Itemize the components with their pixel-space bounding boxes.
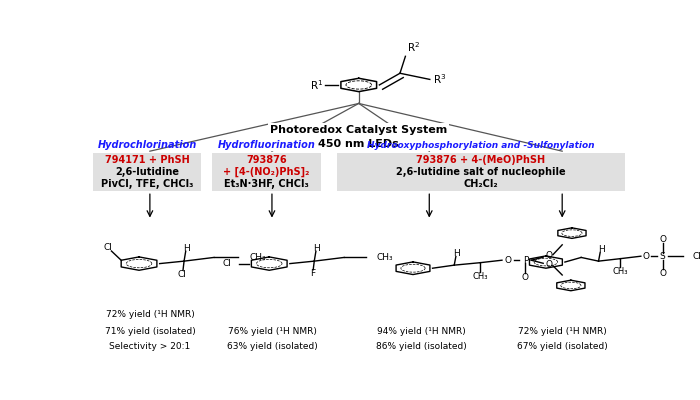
Text: 67% yield (isolated): 67% yield (isolated) (517, 342, 608, 351)
Bar (93, 153, 202, 191)
Text: 72% yield (¹H NMR): 72% yield (¹H NMR) (518, 327, 607, 336)
Text: PivCl, TFE, CHCl₃: PivCl, TFE, CHCl₃ (101, 178, 193, 188)
Text: CH₃: CH₃ (473, 272, 488, 281)
Text: CH₃: CH₃ (612, 267, 628, 276)
Text: Hydrofluorination: Hydrofluorination (218, 140, 316, 150)
Text: O: O (505, 256, 512, 265)
Text: CH₂Cl₂: CH₂Cl₂ (463, 178, 498, 188)
Text: CH₃: CH₃ (692, 252, 700, 261)
Text: H: H (454, 249, 461, 258)
Text: O: O (545, 260, 552, 269)
Text: R$^2$: R$^2$ (407, 40, 420, 54)
Text: 793876: 793876 (246, 156, 287, 166)
Text: Hydrochlorination: Hydrochlorination (97, 140, 197, 150)
Text: 72% yield (¹H NMR): 72% yield (¹H NMR) (106, 310, 195, 319)
Text: Cl: Cl (178, 270, 187, 278)
Text: 71% yield (isolated): 71% yield (isolated) (104, 327, 195, 336)
Text: CH₃: CH₃ (249, 253, 266, 262)
Text: 2,6-lutidine salt of nucleophile: 2,6-lutidine salt of nucleophile (396, 167, 566, 177)
Text: 63% yield (isolated): 63% yield (isolated) (227, 342, 317, 351)
Text: O: O (545, 251, 552, 260)
Text: 86% yield (isolated): 86% yield (isolated) (376, 342, 466, 351)
Text: P: P (523, 256, 528, 265)
Text: Et₃N·3HF, CHCl₃: Et₃N·3HF, CHCl₃ (224, 178, 309, 188)
Bar (337, 153, 624, 191)
Text: S: S (659, 252, 666, 261)
Text: Selectivity > 20:1: Selectivity > 20:1 (109, 342, 190, 351)
Text: O: O (643, 252, 650, 261)
Text: H: H (314, 244, 321, 253)
Text: Hydrooxyphosphorylation and -Sulfonylation: Hydrooxyphosphorylation and -Sulfonylati… (367, 141, 594, 150)
Text: Photoredox Catalyst System
450 nm LEDs: Photoredox Catalyst System 450 nm LEDs (270, 125, 447, 149)
Text: 2,6-lutidine: 2,6-lutidine (116, 167, 179, 177)
Text: O: O (659, 235, 666, 244)
Text: + [4-(NO₂)PhS]₂: + [4-(NO₂)PhS]₂ (223, 167, 309, 177)
Text: 94% yield (¹H NMR): 94% yield (¹H NMR) (377, 327, 466, 336)
Text: R$^1$: R$^1$ (309, 78, 323, 92)
Text: 76% yield (¹H NMR): 76% yield (¹H NMR) (228, 327, 316, 336)
Text: R$^3$: R$^3$ (433, 72, 446, 86)
Text: 794171 + PhSH: 794171 + PhSH (105, 156, 190, 166)
Text: CH₃: CH₃ (377, 253, 393, 262)
Bar (212, 153, 321, 191)
Text: 793876 + 4-(MeO)PhSH: 793876 + 4-(MeO)PhSH (416, 156, 545, 166)
Text: H: H (183, 244, 190, 253)
Text: O: O (522, 273, 528, 282)
Text: Cl: Cl (103, 242, 112, 252)
Text: H: H (598, 245, 605, 254)
Text: Cl: Cl (223, 259, 232, 268)
Text: F: F (310, 269, 315, 278)
Text: O: O (659, 269, 666, 278)
